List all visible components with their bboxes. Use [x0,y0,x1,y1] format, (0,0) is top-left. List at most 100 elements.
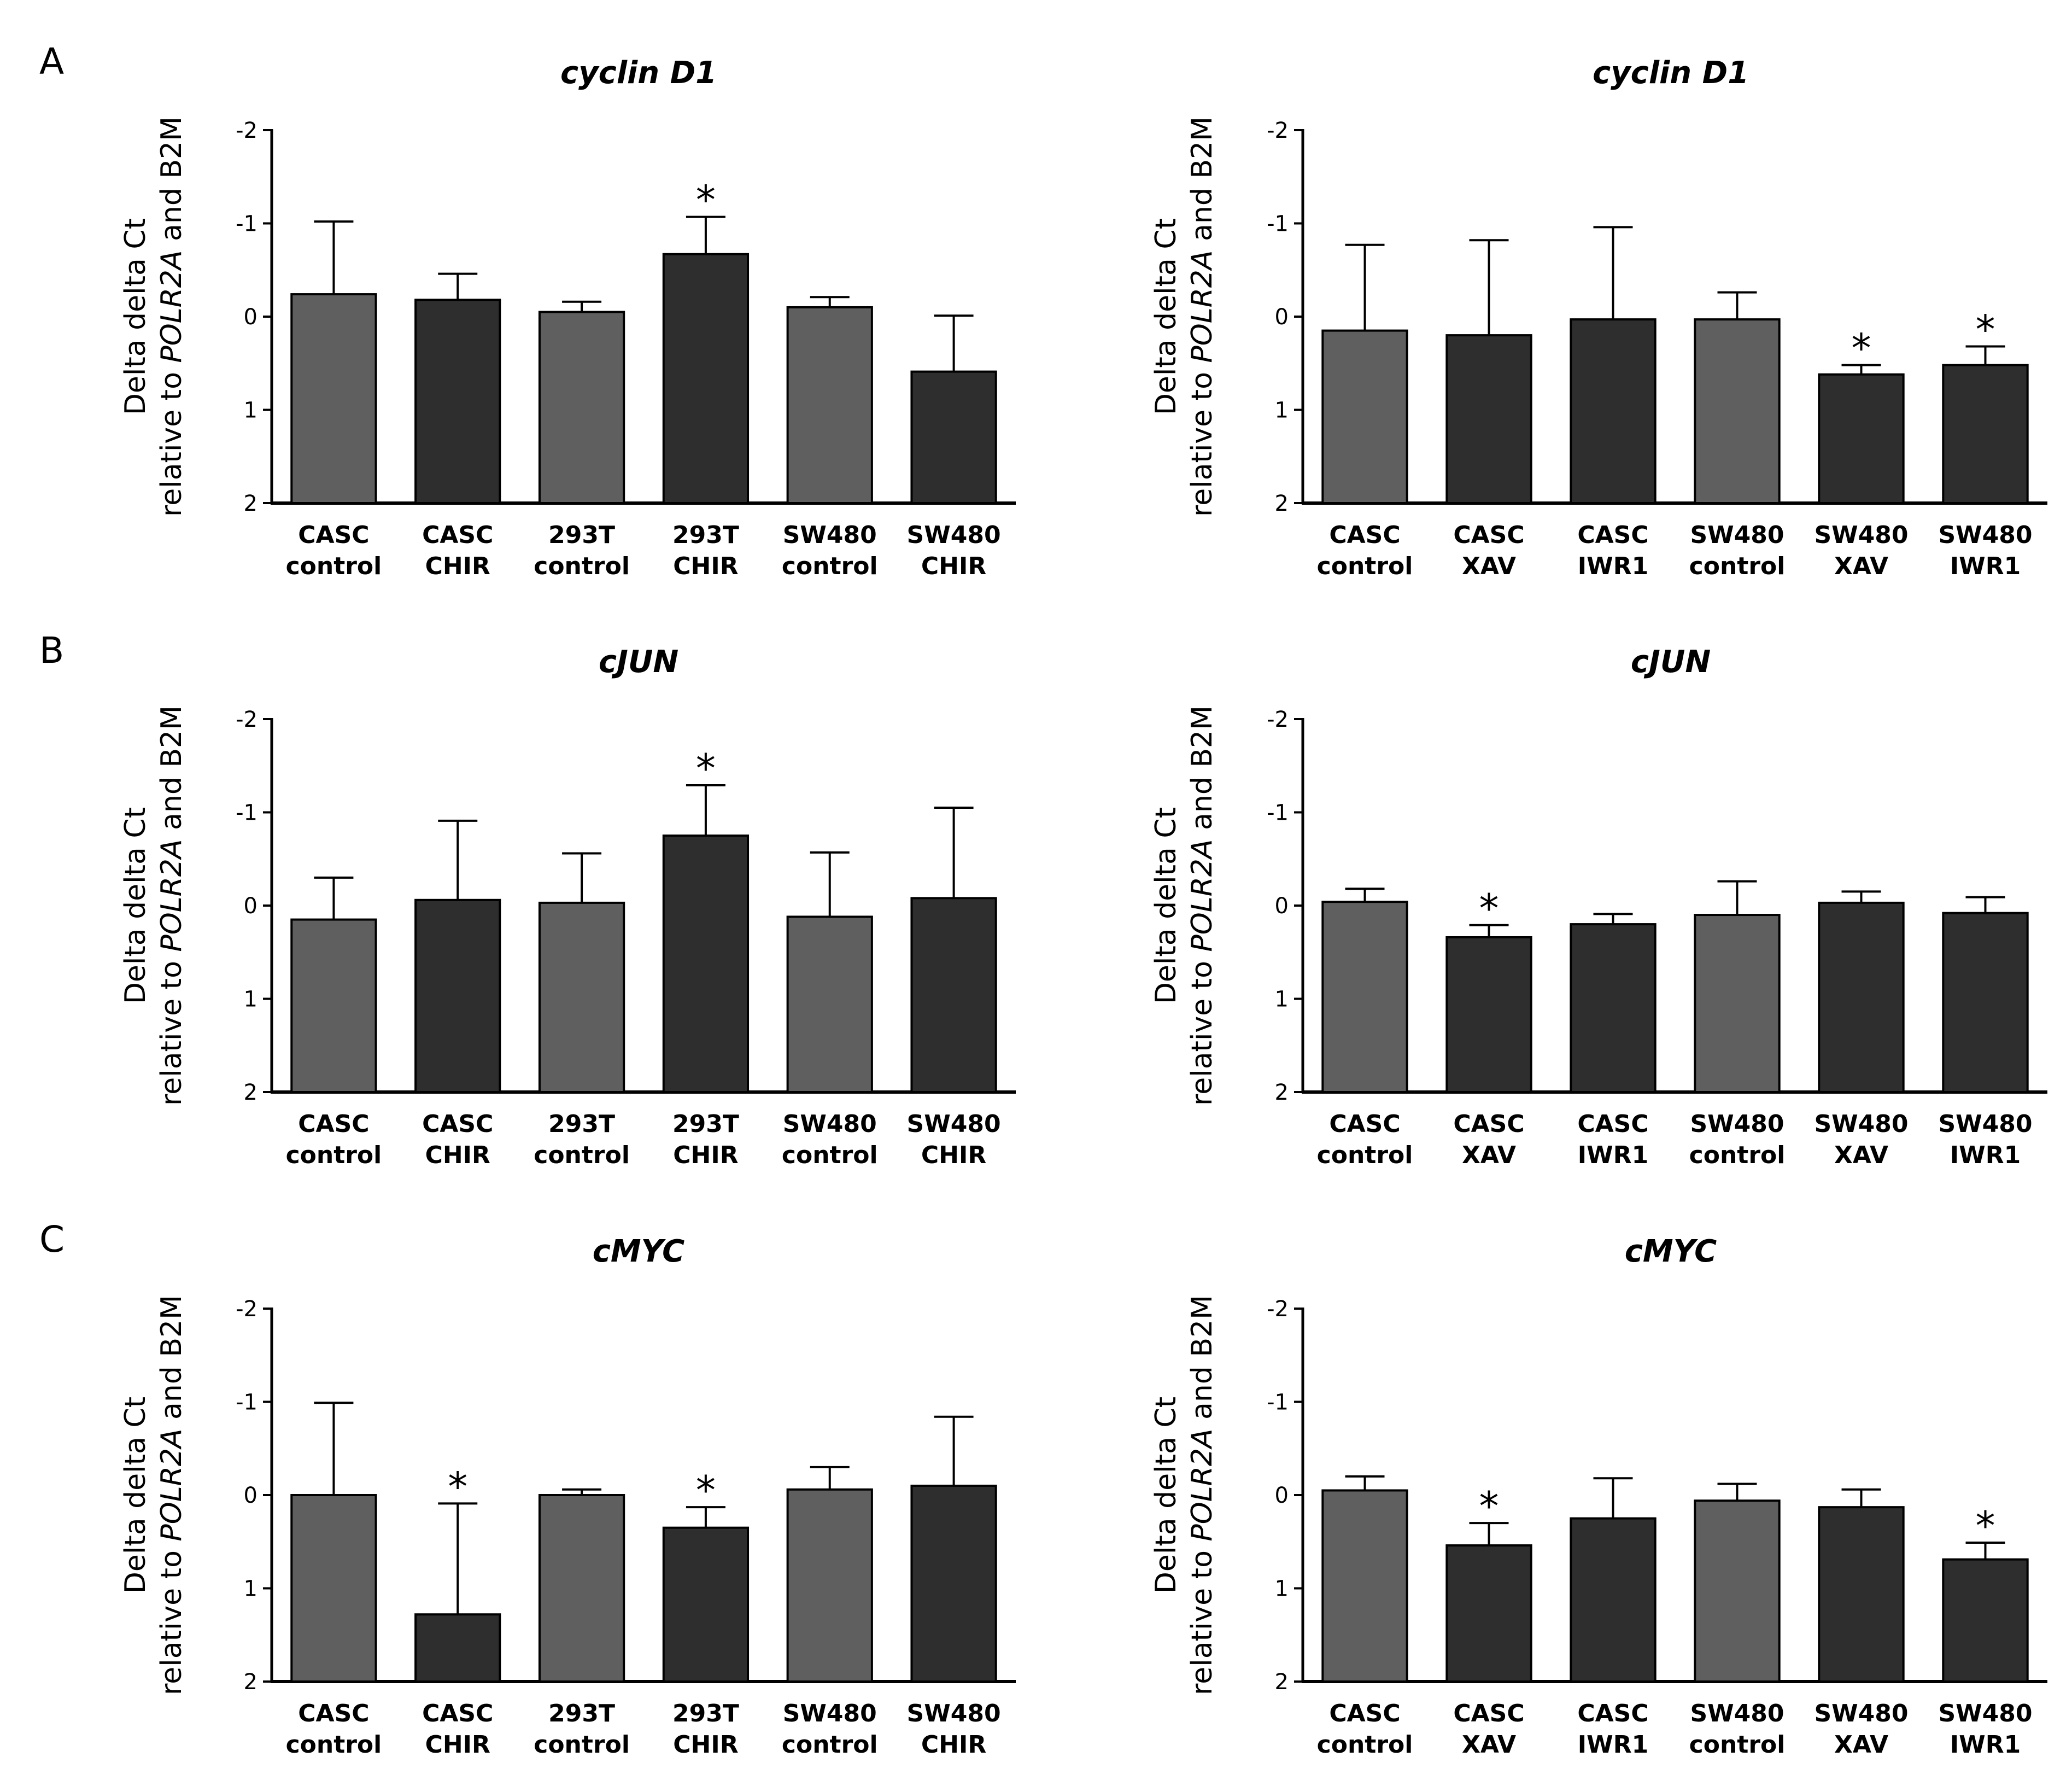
chart-title: cyclin D1 [560,55,717,91]
x-tick-label: IWR1 [1578,1141,1648,1169]
panel-letter-c: C [39,1218,65,1260]
y-tick-label: 2 [1275,491,1289,516]
y-tick-label: 1 [244,398,257,423]
x-tick-label: CASC [298,1110,369,1138]
y-tick-label: 1 [244,987,257,1012]
significance-star: * [1852,325,1871,371]
panel-letter-b: B [39,629,64,672]
x-tick-label: CASC [1329,1110,1400,1138]
bar [1694,1499,1781,1683]
x-tick-label: control [1689,552,1786,580]
bar [538,311,625,504]
bar [1570,923,1657,1093]
x-tick-label: CASC [422,1110,493,1138]
x-tick-label: XAV [1834,1731,1888,1759]
x-tick-label: 293T [672,1700,739,1727]
y-tick-label: -1 [236,801,257,826]
x-tick-label: SW480 [907,1700,1001,1727]
x-tick-label: XAV [1462,552,1516,580]
significance-star: * [696,177,716,223]
x-tick-label: 293T [672,521,739,549]
x-tick-label: IWR1 [1950,552,2021,580]
y-axis-label-line2: relative to POLR2A and B2M [1186,1295,1219,1695]
bar [1942,1558,2029,1683]
y-axis-label-line1: Delta delta Ct [1150,218,1183,415]
y-axis-label-line1: Delta delta Ct [1150,1397,1183,1594]
chart-title: cyclin D1 [1593,55,1749,91]
x-tick-label: CASC [1577,1700,1648,1727]
y-tick-label: 2 [1275,1670,1289,1695]
x-tick-label: control [534,1731,630,1759]
x-tick-label: 293T [548,521,615,549]
bar [1321,1489,1408,1683]
x-tick-label: 293T [672,1110,739,1138]
bar [910,1484,997,1683]
y-tick-label: 0 [244,1483,257,1508]
x-tick-label: SW480 [1690,1110,1784,1138]
x-tick-label: control [1689,1731,1786,1759]
x-tick-label: SW480 [1814,1110,1908,1138]
bar [538,1494,625,1683]
y-tick-label: 1 [1275,987,1289,1012]
bar [290,1494,377,1683]
bar [1942,912,2029,1093]
x-tick-label: CASC [298,521,369,549]
significance-star: * [448,1463,467,1509]
x-tick-label: CHIR [673,1731,738,1759]
y-tick-label: -1 [236,1390,257,1415]
x-tick-label: CHIR [673,1141,738,1169]
x-tick-label: CASC [1453,521,1524,549]
x-tick-label: CHIR [425,1731,490,1759]
bar [1942,364,2029,504]
y-tick-label: 0 [1275,894,1289,919]
x-tick-label: SW480 [1938,1700,2032,1727]
chart-title: cMYC [593,1234,685,1269]
chart-title: cJUN [599,644,678,680]
bar [290,918,377,1093]
x-tick-label: control [1689,1141,1786,1169]
x-tick-label: control [782,1141,878,1169]
x-tick-label: IWR1 [1950,1731,2021,1759]
y-tick-label: 1 [1275,398,1289,423]
x-tick-label: XAV [1834,1141,1888,1169]
x-tick-label: CASC [1577,521,1648,549]
significance-star: * [1976,307,1995,353]
bar [1445,1544,1532,1683]
bar [786,915,873,1093]
y-tick-label: -1 [1267,1390,1289,1415]
y-tick-label: -2 [236,118,257,143]
y-axis-label-line1: Delta delta Ct [1150,807,1183,1004]
y-tick-label: -2 [1267,118,1289,143]
bar [414,898,501,1094]
significance-star: * [696,1467,716,1513]
bar [786,306,873,504]
bar [1818,373,1905,505]
x-tick-label: control [782,1731,878,1759]
x-tick-label: 293T [548,1700,615,1727]
y-tick-label: 2 [1275,1080,1289,1105]
x-tick-label: CHIR [425,552,490,580]
x-tick-label: CHIR [921,1141,986,1169]
bar [662,1526,750,1683]
y-tick-label: 1 [244,1577,257,1602]
x-tick-label: control [534,1141,630,1169]
x-tick-label: control [1317,1141,1413,1169]
y-tick-label: -2 [236,1297,257,1322]
x-tick-label: 293T [548,1110,615,1138]
y-axis-label-line1: Delta delta Ct [119,807,152,1004]
y-tick-label: 0 [244,894,257,919]
x-tick-label: SW480 [907,1110,1001,1138]
x-tick-label: CASC [422,1700,493,1727]
x-tick-label: control [286,1731,382,1759]
y-tick-label: 2 [244,1080,257,1105]
x-tick-label: control [286,552,382,580]
bar [1694,914,1781,1094]
y-axis-label-line1: Delta delta Ct [119,1397,152,1594]
